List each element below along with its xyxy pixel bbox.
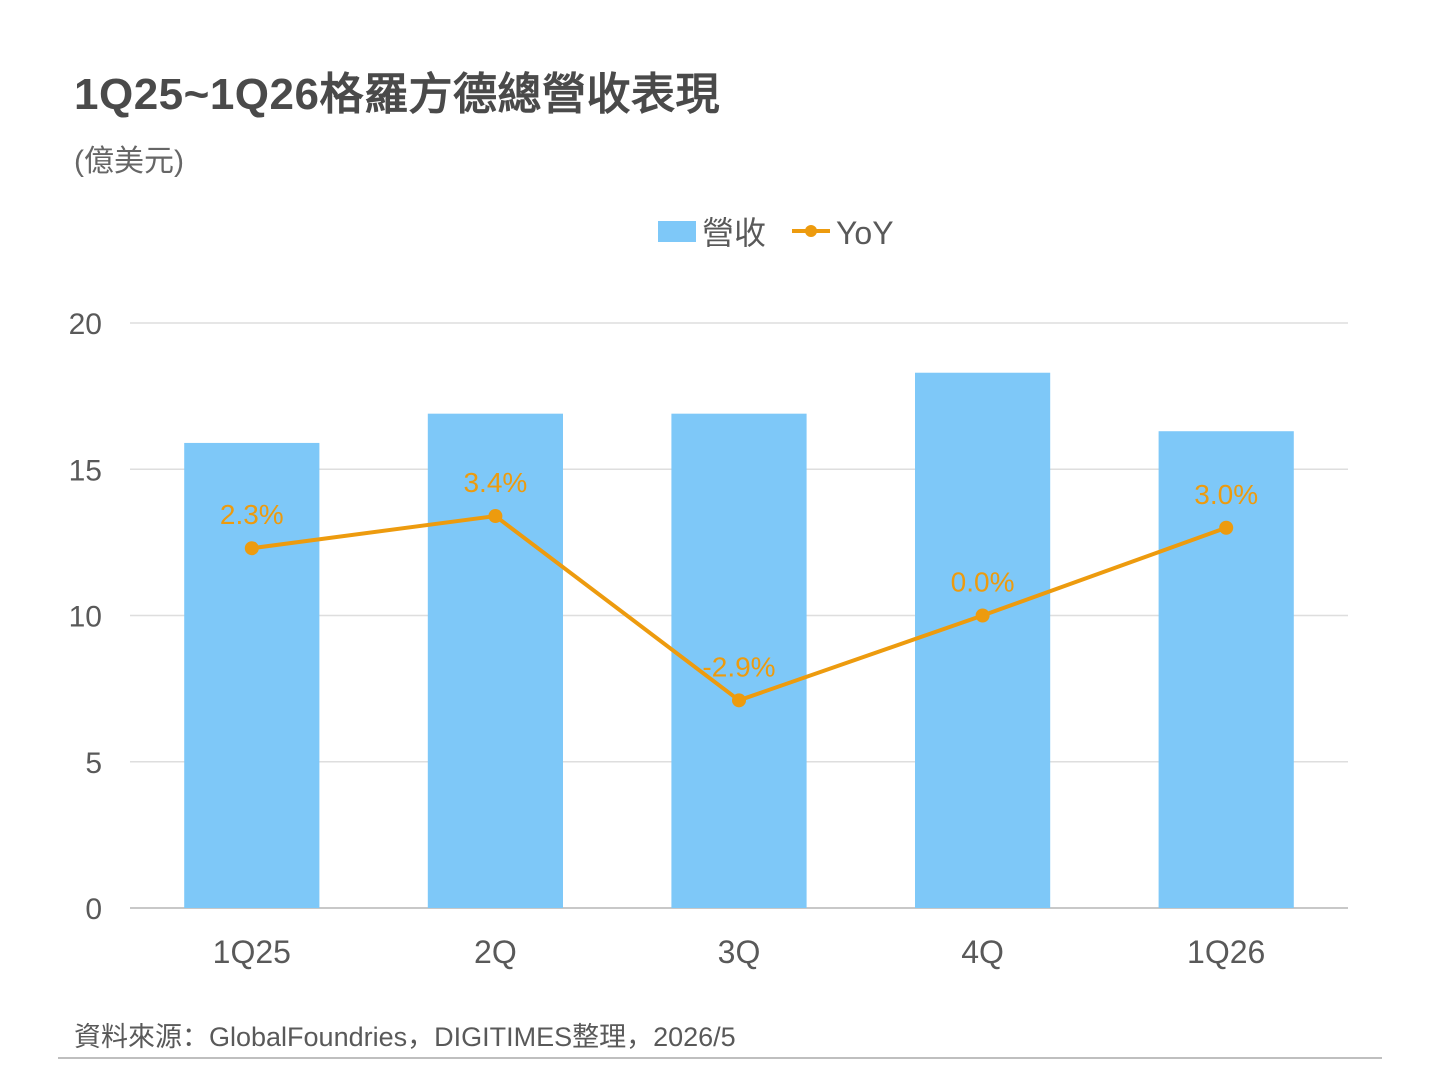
chart-title: 1Q25~1Q26格羅方德總營收表現	[74, 70, 720, 119]
yoy-data-label: 0.0%	[951, 567, 1015, 598]
yoy-marker	[1219, 520, 1234, 535]
yoy-marker	[244, 541, 259, 556]
revenue-bar	[915, 372, 1051, 909]
x-tick-label: 2Q	[474, 934, 517, 970]
bar-line-chart: 營收 YoY 0 5 10 15 20 1Q25 2Q 3Q 4Q 1Q26 2.3% 3.4% -…	[69, 215, 1348, 970]
source-note: 資料來源：GlobalFoundries，DIGITIMES整理，2026/5	[74, 1022, 736, 1052]
x-tick-label: 1Q26	[1187, 934, 1265, 970]
y-tick-label: 5	[85, 747, 102, 780]
legend-label-yoy: YoY	[836, 215, 894, 251]
x-tick-label: 4Q	[961, 934, 1004, 970]
y-axis-ticks: 0 5 10 15 20	[69, 308, 102, 926]
yoy-data-label: 3.4%	[463, 467, 527, 498]
yoy-marker	[975, 608, 990, 623]
yoy-data-label: -2.9%	[702, 651, 775, 682]
y-tick-label: 10	[69, 601, 102, 634]
x-tick-label: 1Q25	[213, 934, 291, 970]
revenue-bar	[671, 413, 807, 908]
legend-swatch-revenue	[658, 221, 696, 242]
y-tick-label: 0	[85, 893, 102, 926]
yoy-series: 2.3% 3.4% -2.9% 0.0% 3.0%	[220, 467, 1258, 708]
y-tick-label: 20	[69, 308, 102, 341]
revenue-bar	[427, 413, 563, 908]
legend-swatch-yoy-marker	[805, 225, 817, 237]
x-axis-ticks: 1Q25 2Q 3Q 4Q 1Q26	[213, 934, 1266, 970]
yoy-marker	[732, 693, 746, 708]
y-tick-label: 15	[69, 454, 102, 487]
revenue-bars	[184, 372, 1294, 909]
yoy-data-label: 3.0%	[1194, 479, 1258, 510]
unit-label: (億美元)	[74, 145, 184, 178]
yoy-marker	[488, 509, 503, 524]
legend: 營收 YoY	[658, 215, 894, 251]
revenue-bar	[184, 442, 320, 908]
revenue-bar	[1158, 431, 1294, 908]
bottom-divider	[58, 1057, 1382, 1059]
yoy-data-label: 2.3%	[220, 499, 284, 530]
legend-label-revenue: 營收	[702, 215, 766, 251]
x-tick-label: 3Q	[718, 934, 761, 970]
